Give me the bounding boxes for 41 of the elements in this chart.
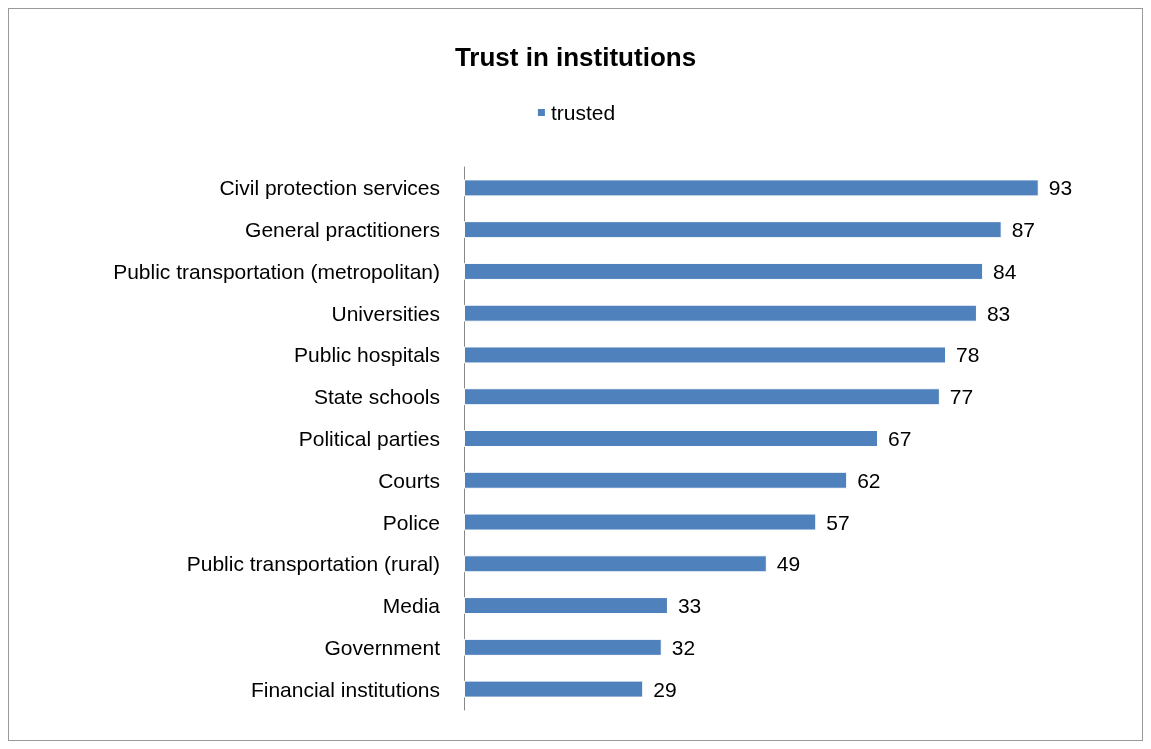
y-tick-label: Public transportation (metropolitan) [113, 259, 440, 283]
bar [464, 555, 767, 573]
bar [464, 597, 668, 615]
bar [464, 346, 947, 364]
bar [464, 179, 1039, 197]
y-tick-label: Financial institutions [250, 677, 440, 701]
bar [464, 513, 817, 531]
y-tick-label: Political parties [298, 427, 440, 450]
data-label: 32 [671, 635, 696, 659]
y-tick-label: Courts [378, 468, 440, 492]
data-label: 33 [677, 594, 702, 618]
data-label: 62 [857, 468, 881, 492]
data-label: 84 [993, 259, 1017, 283]
data-label: 67 [888, 427, 912, 450]
y-tick-label: General practitioners [245, 218, 440, 242]
data-label: 29 [653, 677, 677, 701]
bar [464, 680, 644, 698]
bar [464, 638, 662, 656]
y-tick-label: Public hospitals [294, 343, 440, 367]
y-tick-label: Police [382, 510, 440, 534]
bar [464, 471, 848, 489]
data-label: 57 [826, 510, 850, 534]
data-label: 83 [986, 301, 1011, 325]
data-label: 49 [776, 552, 801, 576]
y-tick-label: State schools [313, 385, 440, 409]
legend-label: trusted [550, 101, 616, 124]
bar [464, 388, 940, 406]
y-tick-label: Government [324, 635, 441, 659]
data-label: 77 [949, 385, 974, 409]
data-label: 87 [1011, 218, 1036, 242]
bar [464, 430, 879, 447]
bar [464, 221, 1002, 239]
y-tick-label: Media [382, 594, 441, 618]
data-label: 78 [956, 343, 980, 367]
bar [464, 262, 984, 280]
chart-title: Trust in institutions [454, 42, 697, 72]
y-tick-label: Civil protection services [219, 176, 440, 200]
y-tick-label: Public transportation (rural) [186, 552, 440, 576]
y-tick-label: Universities [331, 301, 440, 325]
bar [464, 304, 977, 322]
data-label: 93 [1048, 176, 1073, 200]
